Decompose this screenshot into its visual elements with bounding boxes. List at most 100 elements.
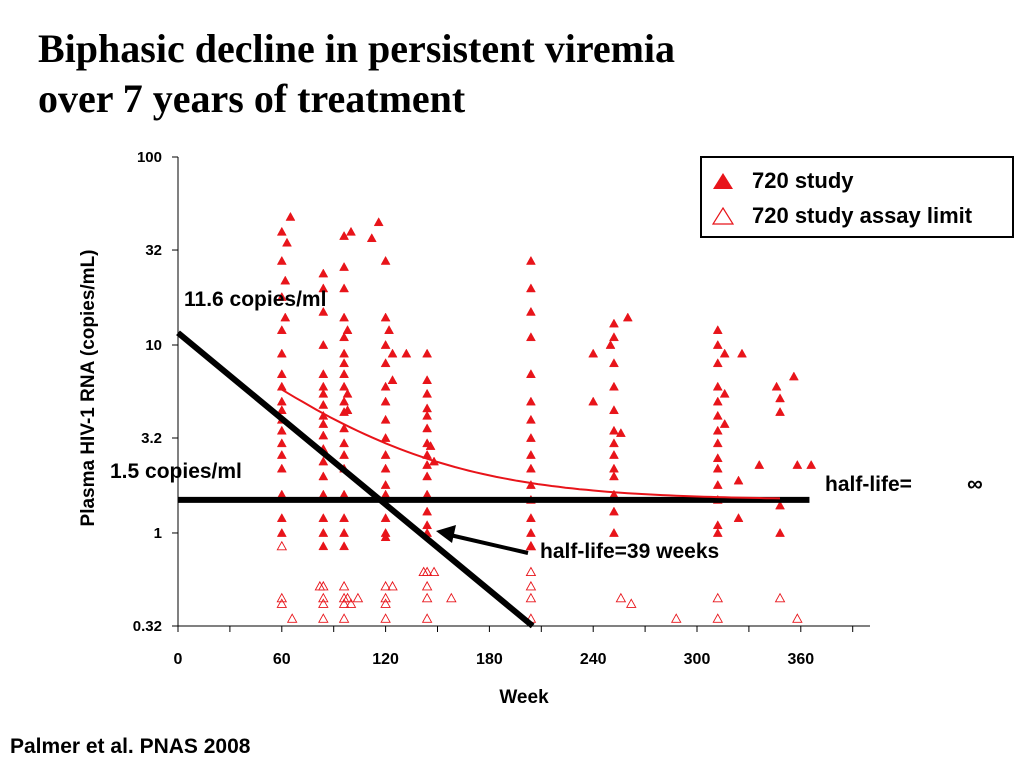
data-point-open bbox=[338, 598, 350, 608]
data-point-filled bbox=[342, 325, 353, 334]
data-point-filled bbox=[525, 414, 536, 424]
data-point-open bbox=[276, 540, 288, 551]
data-point-filled bbox=[525, 432, 536, 442]
data-point-open bbox=[421, 613, 433, 623]
data-point-filled bbox=[422, 520, 433, 530]
data-point-filled bbox=[339, 396, 350, 406]
data-point-open bbox=[318, 598, 329, 608]
data-point-open bbox=[314, 580, 326, 591]
data-point-filled bbox=[712, 410, 723, 420]
data-point-filled bbox=[422, 403, 433, 413]
data-point-filled bbox=[380, 312, 391, 322]
data-point-filled bbox=[318, 471, 329, 481]
data-point-filled bbox=[775, 406, 785, 416]
data-point-filled bbox=[318, 268, 329, 278]
data-point-filled bbox=[588, 396, 599, 406]
data-point-open bbox=[525, 592, 537, 603]
data-point-filled bbox=[342, 388, 353, 398]
open-triangle-icon bbox=[712, 206, 734, 225]
data-point-open bbox=[615, 592, 627, 603]
annotation-11-6: 11.6 copies/ml bbox=[184, 288, 327, 311]
data-point-filled bbox=[775, 393, 785, 403]
data-point-open bbox=[318, 592, 329, 603]
data-point-filled bbox=[380, 513, 391, 522]
data-point-open bbox=[625, 598, 637, 608]
data-point-open bbox=[338, 580, 350, 591]
data-point-filled bbox=[318, 418, 329, 428]
data-point-filled bbox=[609, 332, 619, 342]
data-point-filled bbox=[525, 479, 536, 489]
data-point-filled bbox=[525, 369, 536, 378]
data-point-open bbox=[380, 613, 391, 623]
data-point-filled bbox=[609, 449, 619, 459]
data-point-filled bbox=[276, 348, 287, 358]
data-point-filled bbox=[615, 428, 626, 437]
data-point-filled bbox=[346, 226, 356, 236]
data-point-filled bbox=[525, 306, 536, 316]
data-point-filled bbox=[422, 388, 433, 398]
data-point-filled bbox=[276, 381, 287, 391]
data-point-open bbox=[525, 566, 537, 577]
data-point-filled bbox=[384, 325, 394, 334]
data-point-open bbox=[318, 613, 329, 623]
data-point-filled bbox=[712, 520, 723, 530]
data-point-filled bbox=[318, 369, 329, 378]
data-point-filled bbox=[422, 348, 433, 358]
data-point-filled bbox=[318, 306, 329, 316]
data-point-filled bbox=[588, 348, 599, 358]
data-point-filled bbox=[422, 410, 433, 420]
data-point-filled bbox=[380, 414, 391, 424]
data-point-filled bbox=[525, 513, 536, 522]
data-point-open bbox=[276, 598, 288, 608]
data-point-filled bbox=[276, 226, 287, 236]
y-tick-label: 0.32 bbox=[133, 618, 162, 635]
data-point-filled bbox=[733, 513, 744, 522]
data-point-filled bbox=[318, 399, 329, 409]
data-point-filled bbox=[380, 479, 391, 489]
x-axis-label: Week bbox=[499, 687, 549, 708]
data-point-filled bbox=[380, 339, 391, 349]
data-point-filled bbox=[380, 532, 391, 542]
title-line-1: Biphasic decline in persistent viremia bbox=[38, 26, 676, 71]
data-point-open bbox=[418, 566, 429, 577]
data-point-filled bbox=[525, 283, 536, 293]
data-point-open bbox=[286, 613, 298, 623]
data-point-open bbox=[338, 613, 350, 623]
annotation-half-life-39: half-life=39 weeks bbox=[540, 540, 720, 563]
data-point-filled bbox=[366, 233, 377, 243]
data-point-filled bbox=[318, 541, 329, 551]
data-point-filled bbox=[712, 463, 723, 473]
data-point-open bbox=[380, 592, 391, 603]
legend: 720 study 720 study assay limit bbox=[700, 156, 1014, 238]
data-point-open bbox=[525, 580, 537, 591]
y-tick-label: 1 bbox=[154, 525, 162, 542]
data-point-filled bbox=[380, 463, 391, 473]
data-point-filled bbox=[285, 211, 296, 221]
data-point-filled bbox=[737, 348, 747, 358]
data-point-filled bbox=[719, 388, 730, 398]
data-point-filled bbox=[318, 456, 329, 466]
data-point-filled bbox=[525, 463, 536, 473]
data-point-open bbox=[342, 592, 353, 603]
data-point-filled bbox=[276, 513, 287, 522]
arrow-shaft bbox=[449, 533, 529, 555]
data-point-filled bbox=[525, 527, 536, 537]
data-point-open bbox=[670, 613, 682, 623]
data-point-filled bbox=[339, 348, 350, 358]
data-point-filled bbox=[339, 312, 350, 322]
data-point-filled bbox=[276, 255, 287, 265]
arrow-head bbox=[436, 525, 456, 543]
data-point-filled bbox=[422, 423, 433, 433]
data-point-filled bbox=[525, 332, 536, 342]
legend-item-open: 720 study assay limit bbox=[712, 201, 972, 231]
exp-decay-curve bbox=[281, 388, 781, 500]
data-point-open bbox=[352, 592, 364, 603]
filled-triangle-icon bbox=[713, 173, 733, 189]
citation: Palmer et al. PNAS 2008 bbox=[10, 735, 251, 758]
data-point-filled bbox=[422, 459, 433, 469]
data-point-open bbox=[712, 592, 724, 603]
data-point-open bbox=[380, 598, 391, 608]
data-point-filled bbox=[380, 381, 391, 391]
annotation-half-life-inf: half-life= bbox=[825, 473, 912, 496]
data-point-filled bbox=[339, 332, 350, 342]
